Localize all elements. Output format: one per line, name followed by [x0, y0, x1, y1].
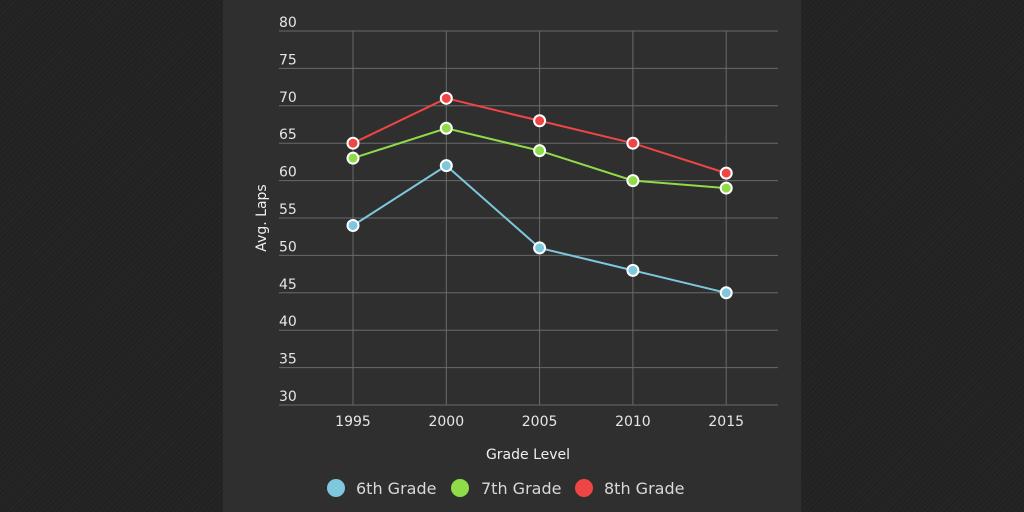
x-tick-label: 1995 — [335, 414, 371, 430]
legend-item[interactable]: 6th Grade — [327, 479, 436, 498]
data-point[interactable] — [346, 218, 360, 232]
data-point[interactable] — [626, 136, 640, 150]
data-point[interactable] — [533, 241, 547, 255]
legend-item[interactable]: 7th Grade — [451, 479, 561, 498]
y-tick-label: 35 — [279, 352, 297, 368]
data-point[interactable] — [626, 174, 640, 188]
y-axis-title: Avg. Laps — [254, 184, 270, 251]
legend-label: 6th Grade — [356, 479, 436, 498]
y-tick-label: 65 — [279, 127, 297, 143]
y-axis-ticks: 30 35 40 45 50 55 60 65 70 75 80 — [279, 15, 297, 405]
data-point[interactable] — [719, 286, 733, 300]
data-point[interactable] — [439, 121, 453, 135]
legend-item[interactable]: 8th Grade — [575, 479, 684, 498]
y-tick-label: 75 — [279, 52, 297, 68]
legend-label: 7th Grade — [481, 479, 561, 498]
data-point[interactable] — [626, 263, 640, 277]
y-tick-label: 50 — [279, 239, 297, 255]
grid — [279, 30, 778, 406]
data-point[interactable] — [719, 166, 733, 180]
data-point[interactable] — [533, 144, 547, 158]
chart-panel — [223, 0, 801, 512]
data-point[interactable] — [439, 159, 453, 173]
legend-swatch — [451, 479, 469, 497]
data-point[interactable] — [439, 91, 453, 105]
y-tick-label: 55 — [279, 202, 297, 218]
y-tick-label: 80 — [279, 15, 297, 31]
x-tick-label: 2000 — [428, 414, 464, 430]
series — [346, 91, 733, 300]
y-tick-label: 45 — [279, 277, 297, 293]
y-tick-label: 70 — [279, 90, 297, 106]
data-point[interactable] — [346, 151, 360, 165]
y-tick-label: 60 — [279, 165, 297, 181]
y-tick-label: 40 — [279, 314, 297, 330]
legend-swatch — [575, 479, 593, 497]
legend-swatch — [327, 479, 345, 497]
x-tick-label: 2015 — [708, 414, 744, 430]
y-tick-label: 30 — [279, 389, 297, 405]
x-axis-ticks: 1995 2000 2005 2010 2015 — [335, 414, 744, 430]
data-point[interactable] — [533, 114, 547, 128]
data-point[interactable] — [719, 181, 733, 195]
legend: 6th Grade 7th Grade 8th Grade — [327, 479, 684, 498]
x-tick-label: 2005 — [522, 414, 558, 430]
x-tick-label: 2010 — [615, 414, 651, 430]
data-point[interactable] — [346, 136, 360, 150]
legend-label: 8th Grade — [604, 479, 684, 498]
x-axis-title: Grade Level — [486, 447, 570, 463]
